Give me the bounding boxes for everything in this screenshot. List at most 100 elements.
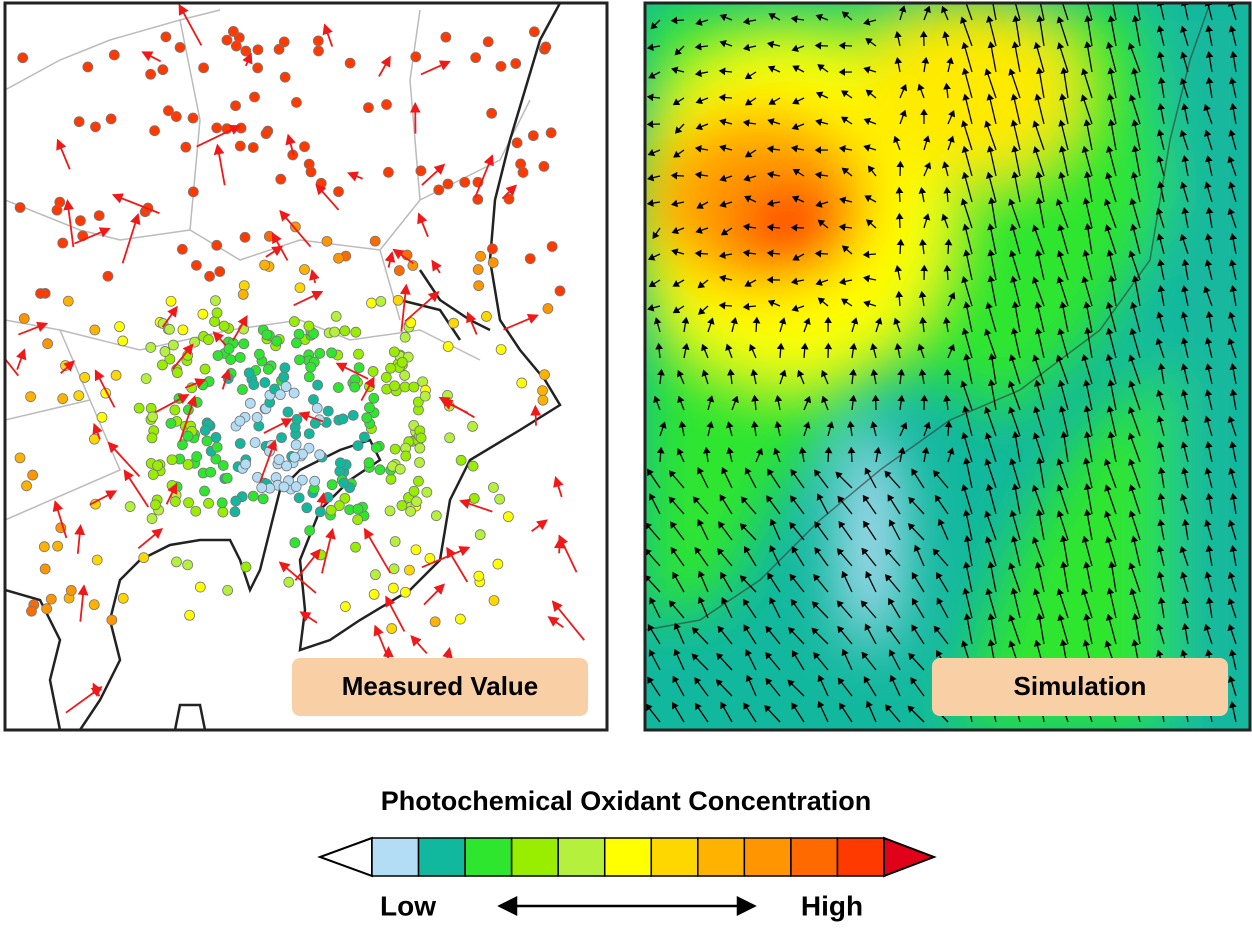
station-dot [291, 440, 301, 450]
station-dot [125, 502, 135, 512]
low-label: Low [380, 890, 436, 921]
station-dot [443, 342, 453, 352]
station-dot [19, 313, 29, 323]
station-dot [503, 512, 513, 522]
colorbar-cell [465, 838, 512, 876]
station-dot [295, 283, 305, 293]
station-dot [66, 585, 76, 595]
station-dot [416, 433, 426, 443]
station-dot [171, 557, 181, 567]
station-dot [540, 370, 550, 380]
station-dot [107, 615, 117, 625]
station-dot [183, 460, 193, 470]
station-dot [223, 585, 233, 595]
station-dot [52, 205, 62, 215]
station-dot [183, 560, 193, 570]
colorbar-cell [744, 838, 791, 876]
station-dot [294, 493, 304, 503]
station-dot [188, 113, 198, 123]
station-dot [75, 216, 85, 226]
station-dot [434, 185, 444, 195]
station-dot [422, 487, 432, 497]
station-dot [204, 498, 214, 508]
station-dot [394, 266, 404, 276]
station-dot [334, 187, 344, 197]
station-dot [292, 414, 302, 424]
wind-arrow [899, 214, 900, 228]
station-dot [146, 69, 156, 79]
station-dot [400, 332, 410, 342]
wind-arrow [535, 407, 536, 426]
colorbar-cell [558, 838, 605, 876]
colorbar-cell [372, 838, 419, 876]
station-dot [340, 326, 350, 336]
station-dot [103, 271, 113, 281]
station-dot [411, 545, 421, 555]
station-dot [153, 461, 163, 471]
station-dot [390, 444, 400, 454]
station-dot [299, 265, 309, 275]
wind-arrow [864, 254, 876, 255]
station-dot [306, 167, 316, 177]
station-dot [547, 241, 557, 251]
station-dot [222, 473, 232, 483]
station-dot [58, 238, 68, 248]
station-dot [339, 478, 349, 488]
station-dot [389, 347, 399, 357]
wind-arrow [672, 20, 684, 21]
station-dot [353, 441, 363, 451]
station-dot [529, 27, 539, 37]
station-dot [345, 58, 355, 68]
station-dot [83, 62, 93, 72]
station-dot [26, 606, 36, 616]
station-dot [353, 515, 363, 525]
station-dot [279, 37, 289, 47]
station-dot [315, 348, 325, 358]
station-dot [386, 363, 396, 373]
colorbar-cell [791, 838, 838, 876]
station-dot [192, 452, 202, 462]
station-dot [364, 458, 374, 468]
station-dot [106, 114, 116, 124]
station-dot [474, 281, 484, 291]
station-dot [304, 372, 314, 382]
station-dot [445, 433, 455, 443]
station-dot [46, 594, 56, 604]
station-dot [26, 392, 36, 402]
station-dot [279, 482, 289, 492]
station-dot [430, 617, 440, 627]
station-dot [218, 507, 228, 517]
station-dot [200, 425, 210, 435]
station-dot [253, 63, 263, 73]
station-dot [252, 412, 262, 422]
station-dot [291, 97, 301, 107]
station-dot [409, 486, 419, 496]
station-dot [366, 298, 376, 308]
station-dot [228, 26, 238, 36]
simulation-map [630, 0, 1250, 730]
station-dot [525, 254, 535, 264]
station-dot [313, 380, 323, 390]
station-dot [326, 505, 336, 515]
station-dot [400, 370, 410, 380]
station-dot [109, 50, 119, 60]
station-dot [199, 63, 209, 73]
station-dot [178, 325, 188, 335]
station-dot [195, 582, 205, 592]
station-dot [546, 128, 556, 138]
station-dot [369, 393, 379, 403]
station-dot [170, 405, 180, 415]
station-dot [300, 142, 310, 152]
station-dot [488, 258, 498, 268]
station-dot [304, 429, 314, 439]
station-dot [253, 45, 263, 55]
station-dot [381, 372, 391, 382]
station-dot [158, 65, 168, 75]
colorbar-cell [512, 838, 559, 876]
station-dot [306, 362, 316, 372]
station-dot [538, 395, 548, 405]
station-dot [97, 412, 107, 422]
station-dot [40, 564, 50, 574]
wind-arrow [948, 240, 949, 254]
station-dot [231, 496, 241, 506]
